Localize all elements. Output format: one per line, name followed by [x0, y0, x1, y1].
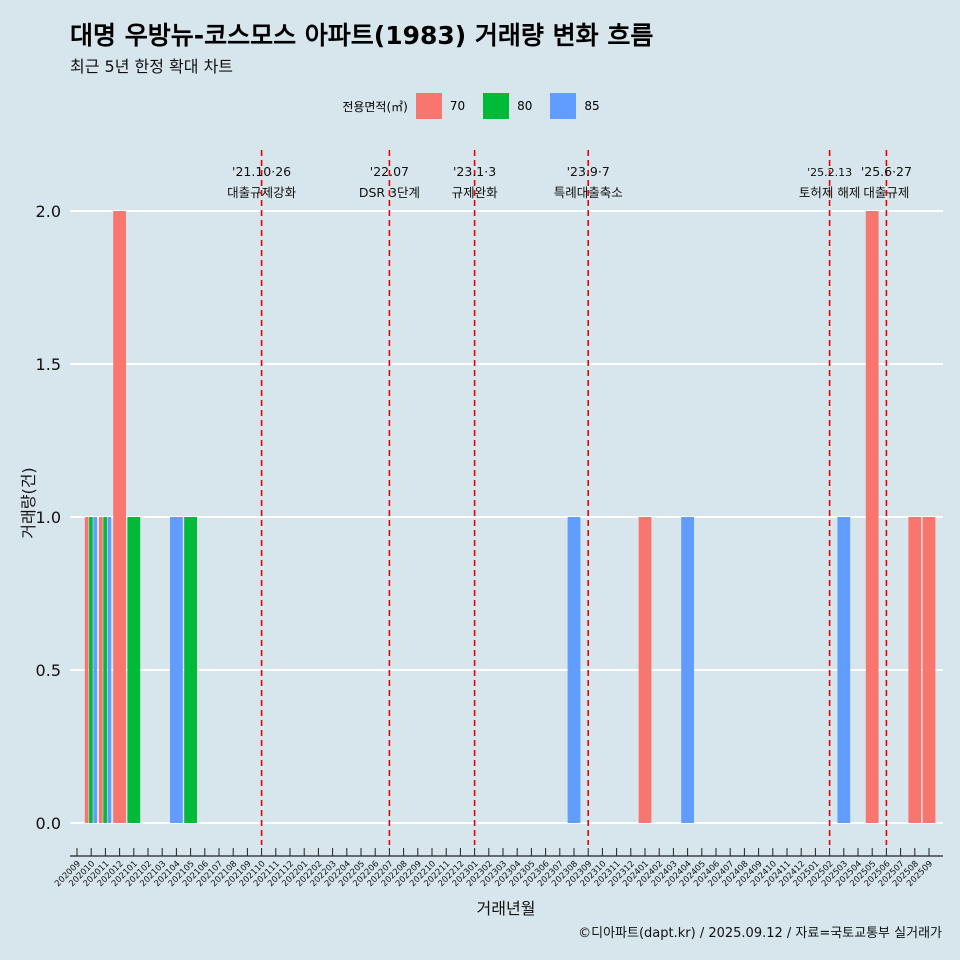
chart-subtitle: 최근 5년 한정 확대 차트 [70, 57, 234, 76]
event-label: DSR 3단계 [359, 185, 420, 200]
event-label: 대출규제 [863, 185, 909, 200]
bar-80-202010 [89, 517, 93, 823]
bar-70-202012 [113, 211, 126, 823]
y-tick-label: 0.0 [36, 814, 61, 833]
legend-key-85 [550, 93, 577, 119]
bar-85-202011 [107, 517, 112, 823]
bar-85-202404 [681, 517, 694, 823]
bar-85-202503 [837, 517, 851, 823]
bar-85-202308 [567, 517, 581, 823]
y-tick-label: 1.5 [36, 355, 61, 374]
event-date-label: '25.6·27 [861, 164, 912, 179]
legend-key-70 [415, 93, 442, 119]
bar-70-202011 [99, 517, 103, 823]
caption: ©디아파트(dapt.kr) / 2025.09.12 / 자료=국토교통부 실… [578, 926, 942, 941]
legend-label-70: 70 [449, 99, 466, 113]
event-label: 토허제 해제 [799, 185, 860, 200]
event-label: 규제완화 [452, 185, 499, 200]
legend-label-85: 85 [584, 99, 600, 113]
event-date-label: '23.9·7 [567, 164, 610, 179]
event-label: 특례대출축소 [554, 185, 623, 200]
y-tick-label: 2.0 [36, 202, 61, 221]
bar-80-202101 [127, 517, 141, 823]
bar-70-202508 [908, 517, 922, 823]
event-label: 대출규제강화 [227, 185, 297, 200]
y-tick-label: 0.5 [36, 661, 61, 680]
event-date-label: '25.2.13 [807, 166, 852, 179]
chart-title: 대명 우방뉴-코스모스 아파트(1983) 거래량 변화 흐름 [70, 21, 654, 50]
y-tick-label: 1.0 [36, 508, 61, 527]
bar-70-202505 [865, 211, 879, 823]
legend-label-80: 80 [517, 99, 533, 113]
legend-title: 전용면적(㎡) [342, 99, 408, 114]
bar-70-202010 [84, 517, 89, 823]
y-axis-title: 거래량(건) [19, 467, 38, 538]
bar-70-202509 [922, 517, 936, 823]
event-date-label: '21.10·26 [232, 164, 291, 179]
event-date-label: '23.1·3 [453, 164, 496, 179]
legend: 전용면적(㎡) 70 80 85 [0, 93, 960, 119]
legend-key-80 [483, 93, 510, 119]
bar-85-202010 [93, 517, 97, 823]
bar-80-202105 [184, 517, 197, 823]
bar-85-202104 [170, 517, 183, 823]
bar-80-202011 [103, 517, 107, 823]
bar-70-202401 [638, 517, 652, 823]
x-axis-title: 거래년월 [477, 899, 536, 918]
event-date-label: '22.07 [370, 164, 409, 179]
